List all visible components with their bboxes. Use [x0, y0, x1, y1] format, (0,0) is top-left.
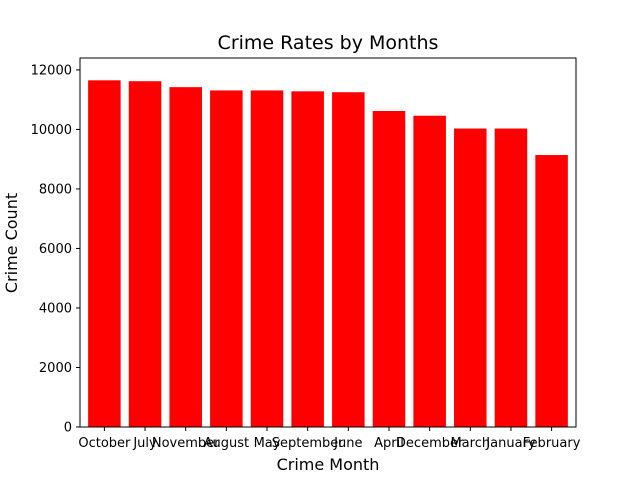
bar-may	[250, 90, 284, 427]
y-tick-label: 2000	[39, 361, 72, 376]
bar-october	[88, 80, 121, 427]
y-tick-label: 12000	[31, 63, 72, 78]
y-tick-label: 6000	[39, 242, 72, 257]
bar-march	[454, 128, 487, 427]
y-tick-label: 8000	[39, 182, 72, 197]
y-tick-label: 0	[64, 421, 72, 436]
x-tick-label: October	[78, 436, 131, 451]
bar-august	[210, 90, 243, 427]
bar-december	[413, 115, 446, 427]
x-tick-label: September	[272, 436, 345, 451]
bar-february	[535, 155, 568, 427]
x-tick-label: November	[152, 436, 220, 451]
x-tick-label: August	[204, 436, 250, 451]
plot-area	[88, 80, 568, 428]
bar-april	[372, 110, 406, 427]
y-axis: 0 2000 4000 6000 8000 10000 12000	[31, 63, 80, 436]
x-tick-label: May	[254, 436, 281, 451]
x-tick-label: April	[374, 436, 404, 451]
x-tick-label: March	[450, 436, 490, 451]
bar-january	[494, 128, 528, 427]
y-tick-label: 4000	[39, 301, 72, 316]
bar-june	[332, 92, 365, 427]
bar-july	[128, 81, 162, 428]
y-tick-label: 10000	[31, 123, 72, 138]
y-axis-title: Crime Count	[2, 193, 21, 293]
x-axis-title: Crime Month	[277, 455, 380, 474]
x-tick-label: June	[333, 436, 362, 451]
bar-november	[169, 87, 202, 427]
x-tick-label: December	[396, 436, 464, 451]
x-tick-label: July	[132, 436, 157, 451]
plot-frame	[79, 57, 577, 428]
chart-title: Crime Rates by Months	[218, 32, 439, 54]
x-tick-label: January	[485, 436, 536, 451]
bar-september	[291, 91, 324, 427]
x-tick-label: February	[523, 436, 581, 451]
